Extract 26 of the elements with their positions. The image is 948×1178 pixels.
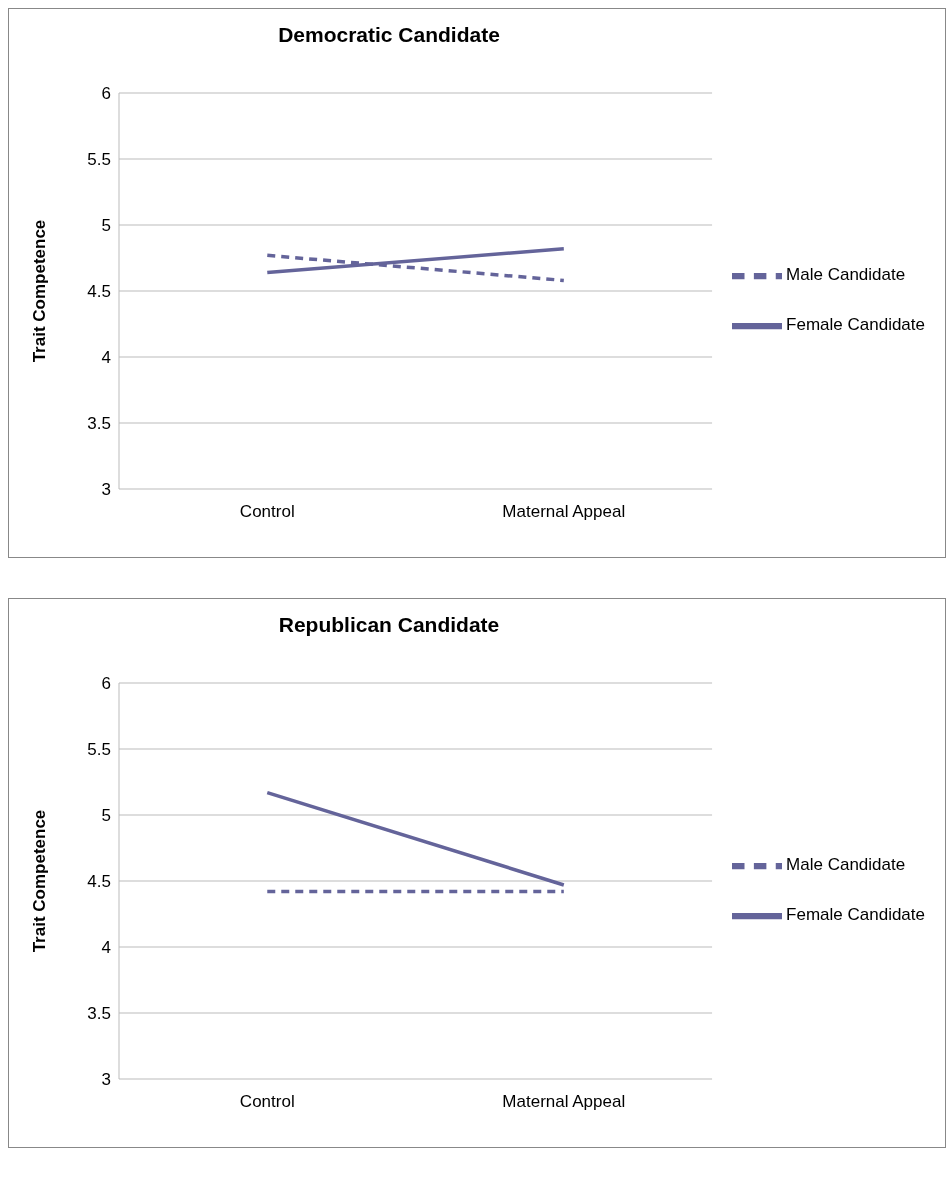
x-tick-label: Maternal Appeal — [502, 502, 626, 522]
y-tick-label: 4.5 — [87, 282, 111, 302]
legend-label: Male Candidate — [786, 265, 906, 285]
chart-title: Republican Candidate — [277, 613, 501, 637]
y-tick-label: 5 — [101, 216, 111, 236]
legend-label: Female Candidate — [786, 315, 925, 335]
y-tick-label: 6 — [101, 674, 111, 694]
y-tick-label: 4 — [101, 938, 111, 958]
y-tick-label: 3 — [101, 1070, 111, 1090]
y-axis-title: Trait Competence — [30, 809, 50, 953]
y-tick-label: 3.5 — [87, 1004, 111, 1024]
y-tick-label: 5 — [101, 806, 111, 826]
x-tick-label: Control — [239, 1092, 295, 1112]
y-tick-label: 6 — [101, 84, 111, 104]
y-tick-label: 3 — [101, 480, 111, 500]
chart-title: Democratic Candidate — [277, 23, 501, 47]
x-tick-label: Control — [239, 502, 295, 522]
y-tick-label: 5.5 — [87, 150, 111, 170]
legend-label: Male Candidate — [786, 855, 906, 875]
y-tick-label: 4.5 — [87, 872, 111, 892]
x-tick-label: Maternal Appeal — [502, 1092, 626, 1112]
legend-label: Female Candidate — [786, 905, 925, 925]
y-tick-label: 5.5 — [87, 740, 111, 760]
y-tick-label: 4 — [101, 348, 111, 368]
y-tick-label: 3.5 — [87, 414, 111, 434]
y-axis-title: Trait Competence — [30, 219, 50, 363]
